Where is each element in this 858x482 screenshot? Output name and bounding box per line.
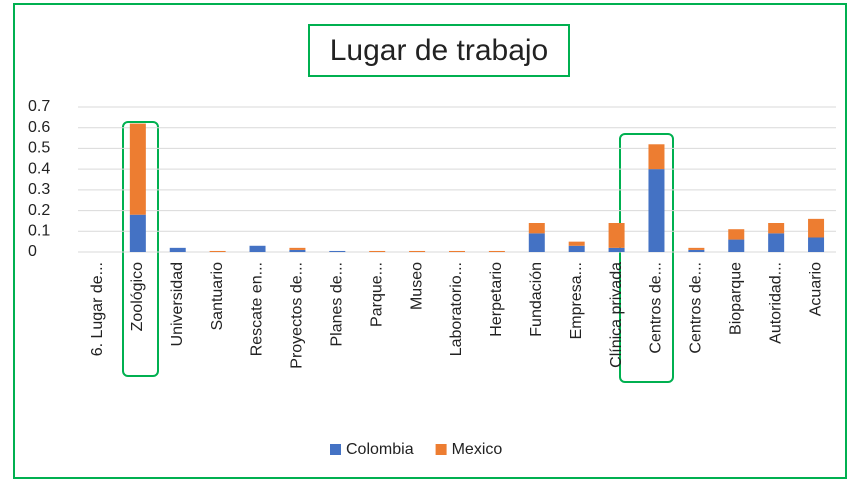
legend-swatch <box>330 444 341 455</box>
bar-segment <box>488 250 505 252</box>
bar-segment <box>129 123 146 215</box>
bar-segment <box>688 249 705 252</box>
x-tick-label: Museo <box>408 262 425 310</box>
x-tick-label: Laboratorio... <box>448 262 465 356</box>
bar-segment <box>728 239 745 252</box>
bar-segment <box>688 247 705 250</box>
bar-segment <box>608 247 625 252</box>
x-tick-label: Herpetario <box>488 262 505 337</box>
x-tick-label: Parque... <box>368 262 385 327</box>
x-tick-label: Universidad <box>169 262 186 346</box>
chart-title: Lugar de trabajo <box>330 34 549 67</box>
y-tick-label: 0.7 <box>28 98 50 115</box>
bar-segment <box>768 233 785 252</box>
x-tick-label: Santuario <box>209 262 226 331</box>
bar-segment <box>409 250 426 252</box>
x-tick-label: Acuario <box>807 262 824 316</box>
y-tick-label: 0.1 <box>28 223 50 240</box>
bar-segment <box>648 169 665 252</box>
x-tick-label: Centros de... <box>648 262 665 354</box>
bar-segment <box>369 250 386 252</box>
bar-segment <box>129 214 146 252</box>
x-tick-label: Autoridad... <box>767 262 784 344</box>
y-tick-label: 0.5 <box>28 140 50 157</box>
bar-segment <box>648 144 665 170</box>
bar-segment <box>608 223 625 248</box>
legend-label: Mexico <box>452 441 503 458</box>
legend-label: Colombia <box>346 441 414 458</box>
title-highlight <box>308 24 570 77</box>
x-tick-label: Centros de... <box>688 262 705 354</box>
x-tick-label: Rescate en... <box>249 262 266 356</box>
bar-segment <box>808 218 825 238</box>
bar-segment <box>728 229 745 240</box>
bar-segment <box>528 233 545 252</box>
x-tick-label: Fundación <box>528 262 545 337</box>
bar-segment <box>329 250 346 252</box>
y-tick-label: 0.4 <box>28 160 50 177</box>
bar-segment <box>209 250 226 252</box>
bar-segment <box>289 247 306 250</box>
bar-segment <box>568 245 585 252</box>
x-tick-label: Proyectos de... <box>289 262 306 369</box>
y-tick-label: 0.2 <box>28 202 50 219</box>
y-tick-label: 0 <box>28 243 37 260</box>
bar-segment <box>449 250 465 252</box>
plot: 0 0.1 0.2 0.3 0.4 0.5 0.6 0.7 6. Lugar de... Zool… <box>28 98 836 369</box>
bar-segment <box>768 223 785 234</box>
bar-segment <box>249 245 266 252</box>
x-tick-label: Bioparque <box>727 262 744 335</box>
bar-segment <box>169 247 186 252</box>
x-tick-label: Planes de... <box>329 262 346 347</box>
legend-swatch <box>435 444 447 455</box>
x-tick-label: Zoológico <box>129 262 146 331</box>
x-tick-label: Clínica privada <box>608 262 625 368</box>
highlight-box <box>122 121 159 377</box>
highlight-box <box>619 133 674 383</box>
y-tick-label: 0.6 <box>28 119 50 136</box>
bar-segment <box>528 223 545 234</box>
x-tick-label: Empresa... <box>568 262 585 339</box>
bar-segment <box>808 237 825 252</box>
y-tick-label: 0.3 <box>28 181 50 198</box>
x-tick-label: 6. Lugar de... <box>89 262 106 356</box>
frame <box>13 3 847 479</box>
bar-segment <box>568 241 585 246</box>
bar-segment <box>289 249 306 252</box>
